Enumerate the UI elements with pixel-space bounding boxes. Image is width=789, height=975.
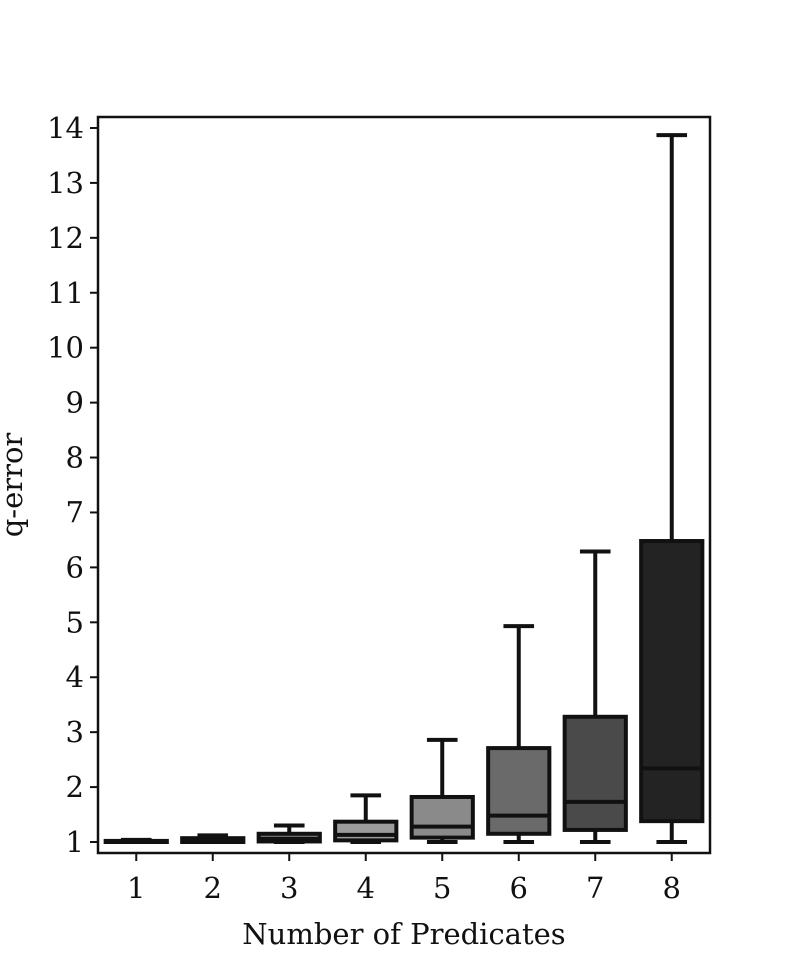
y-tick-label: 7 xyxy=(66,495,84,529)
y-tick-label: 9 xyxy=(66,386,84,420)
box-iqr xyxy=(562,714,628,832)
box-group-8 xyxy=(639,133,705,845)
x-tick-label: 3 xyxy=(280,871,298,905)
box-group-2 xyxy=(180,833,246,845)
box-iqr xyxy=(639,539,705,824)
box-group-3 xyxy=(256,823,322,845)
y-tick-label: 12 xyxy=(47,221,84,255)
y-tick-label: 14 xyxy=(47,111,84,145)
x-tick-label: 5 xyxy=(433,871,451,905)
box-group-6 xyxy=(486,624,552,845)
x-tick-label: 1 xyxy=(127,871,145,905)
y-tick-label: 6 xyxy=(66,550,84,584)
y-tick-label: 4 xyxy=(66,660,84,694)
y-tick-label: 13 xyxy=(47,166,84,200)
x-tick-label: 6 xyxy=(510,871,528,905)
x-tick-label: 8 xyxy=(663,871,681,905)
y-axis-title: q-error xyxy=(0,433,29,538)
box-iqr xyxy=(486,746,552,836)
box-group-1 xyxy=(103,837,169,845)
x-tick-label: 4 xyxy=(357,871,375,905)
box-iqr xyxy=(333,819,399,843)
x-tick-label: 7 xyxy=(586,871,604,905)
y-tick-label: 2 xyxy=(66,770,84,804)
y-tick-label: 11 xyxy=(47,276,84,310)
box-group-5 xyxy=(409,737,475,845)
x-axis-title: Number of Predicates xyxy=(242,917,565,951)
y-tick-label: 3 xyxy=(66,715,84,749)
x-axis: 1 2 3 4 5 6 7 8 xyxy=(127,853,681,905)
y-tick-label: 5 xyxy=(66,605,84,639)
box-group-4 xyxy=(333,793,399,845)
box-iqr xyxy=(409,794,475,840)
y-tick-label: 10 xyxy=(47,331,84,365)
boxes-layer xyxy=(103,133,705,845)
y-tick-label: 1 xyxy=(66,825,84,859)
plot-frame xyxy=(96,115,712,855)
x-tick-label: 2 xyxy=(204,871,222,905)
y-tick-label: 8 xyxy=(66,441,84,475)
box-group-7 xyxy=(562,549,628,845)
